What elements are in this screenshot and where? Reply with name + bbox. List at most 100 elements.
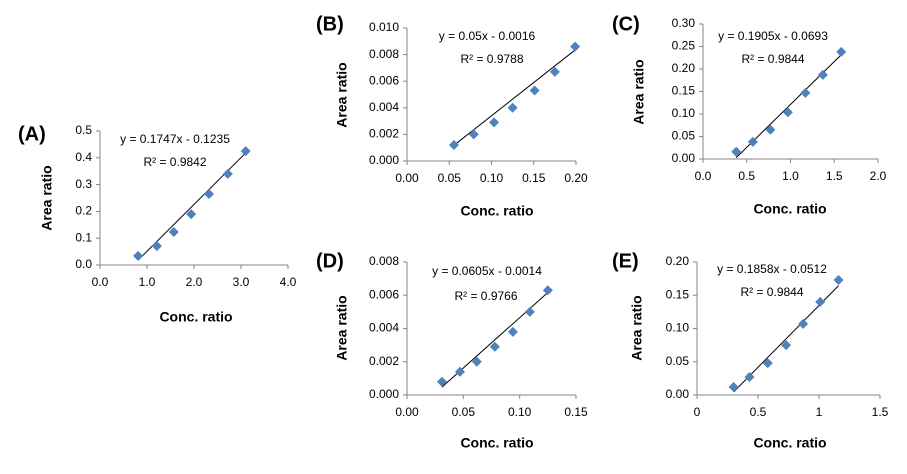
y-tick-label: 0.5 [75,123,92,137]
point [549,66,560,77]
x-tick-label: 0.05 [452,405,476,419]
point [782,107,793,118]
x-tick-label: 0.00 [395,171,419,185]
point [833,274,844,285]
y-tick-label: 0.0 [75,257,92,271]
y-tick-label: 0.002 [369,354,399,368]
x-tick-label: 0.5 [750,405,767,419]
panel: (E) 0.00 0.05 0.10 0.15 0.20 0 0.5 1 1.5 Conc. rat… [612,250,889,450]
point [798,318,809,329]
y-tick-label: 0.05 [672,129,696,143]
point [781,340,792,351]
point [524,306,535,317]
point [489,341,500,352]
x-tick-label: 1.5 [872,405,889,419]
y-tick-label: 0.1 [75,230,92,244]
y-tick-label: 0.008 [369,47,399,61]
y-tick-label: 0.006 [369,73,399,87]
point [765,124,776,135]
point [471,356,482,367]
point [815,296,826,307]
point [454,366,465,377]
x-tick-label: 0.5 [738,169,755,183]
y-tick-label: 0.000 [369,387,399,401]
y-tick-label: 0.15 [672,84,696,98]
equation: y = 0.1858x - 0.0512 [717,262,827,276]
x-tick-label: 1.0 [139,275,156,289]
x-tick-label: 0.20 [564,171,588,185]
y-axis-title: Area ratio [334,295,350,360]
point [222,168,233,179]
y-tick-label: 0.20 [672,61,696,75]
x-tick-label: 0.15 [522,171,546,185]
x-axis-title: Conc. ratio [460,435,533,451]
y-axis-title: Area ratio [629,295,645,360]
point [168,227,179,238]
panel-label: (B) [316,13,344,35]
point [133,250,144,261]
x-tick-label: 0.0 [92,275,109,289]
y-tick-label: 0.10 [666,321,690,335]
x-tick-label: 0 [694,405,701,419]
point [186,209,197,220]
x-tick-label: 1.5 [826,169,843,183]
point [570,41,581,52]
x-axis-title: Conc. ratio [159,309,232,325]
x-tick-label: 4.0 [280,275,297,289]
r-squared: R² = 0.9788 [460,52,523,66]
point [762,358,773,369]
y-tick-label: 0.00 [672,151,696,165]
y-tick-label: 0.10 [672,106,696,120]
y-tick-label: 0.4 [75,150,92,164]
y-tick-label: 0.30 [672,16,696,30]
y-tick-label: 0.006 [369,287,399,301]
panel-label: (E) [612,250,639,272]
point [204,188,215,199]
y-tick-label: 0.004 [369,100,399,114]
y-axis-title: Area ratio [334,62,350,127]
y-tick-label: 0.002 [369,127,399,141]
point [507,102,518,113]
trendline [453,49,576,146]
y-tick-label: 0.05 [666,354,690,368]
x-tick-label: 0.15 [564,405,588,419]
point [436,376,447,387]
x-tick-label: 0.00 [395,405,419,419]
y-tick-label: 0.004 [369,321,399,335]
y-tick-label: 0.3 [75,177,92,191]
panel: (B) 0.000 0.002 0.004 0.006 0.008 0.010 0.00 0.0… [316,13,588,218]
x-tick-label: 0.0 [695,169,712,183]
point [817,69,828,80]
x-tick-label: 2.0 [186,275,203,289]
y-tick-label: 0.20 [666,254,690,268]
y-tick-label: 0.2 [75,204,92,218]
point [240,146,251,157]
x-tick-label: 0.10 [480,171,504,185]
y-tick-label: 0.000 [369,153,399,167]
point [489,117,500,128]
x-axis-title: Conc. ratio [753,435,826,451]
point [800,87,811,98]
panel: (A) 0.0 0.1 0.2 0.3 0.4 0.5 0.0 1.0 2.0 3.0 4.0 Conc… [18,123,297,325]
equation: y = 0.05x - 0.0016 [439,29,536,43]
equation: y = 0.0605x - 0.0014 [432,264,542,278]
point [728,382,739,393]
y-tick-label: 0.010 [369,20,399,34]
r-squared: R² = 0.9844 [741,52,804,66]
point [151,240,162,251]
x-axis-title: Conc. ratio [753,201,826,217]
panel: (D) 0.000 0.002 0.004 0.006 0.008 0.00 0.05 0.10… [316,250,588,450]
equation: y = 0.1905x - 0.0693 [718,29,828,43]
r-squared: R² = 0.9844 [740,285,803,299]
y-tick-label: 0.008 [369,254,399,268]
x-tick-label: 1.0 [782,169,799,183]
panel-label: (C) [612,13,640,35]
y-axis-title: Area ratio [39,165,55,230]
point [542,285,553,296]
x-tick-label: 2.0 [870,169,887,183]
point [731,146,742,157]
y-axis-title: Area ratio [631,59,647,124]
equation: y = 0.1747x - 0.1235 [120,132,230,146]
point [836,46,847,57]
